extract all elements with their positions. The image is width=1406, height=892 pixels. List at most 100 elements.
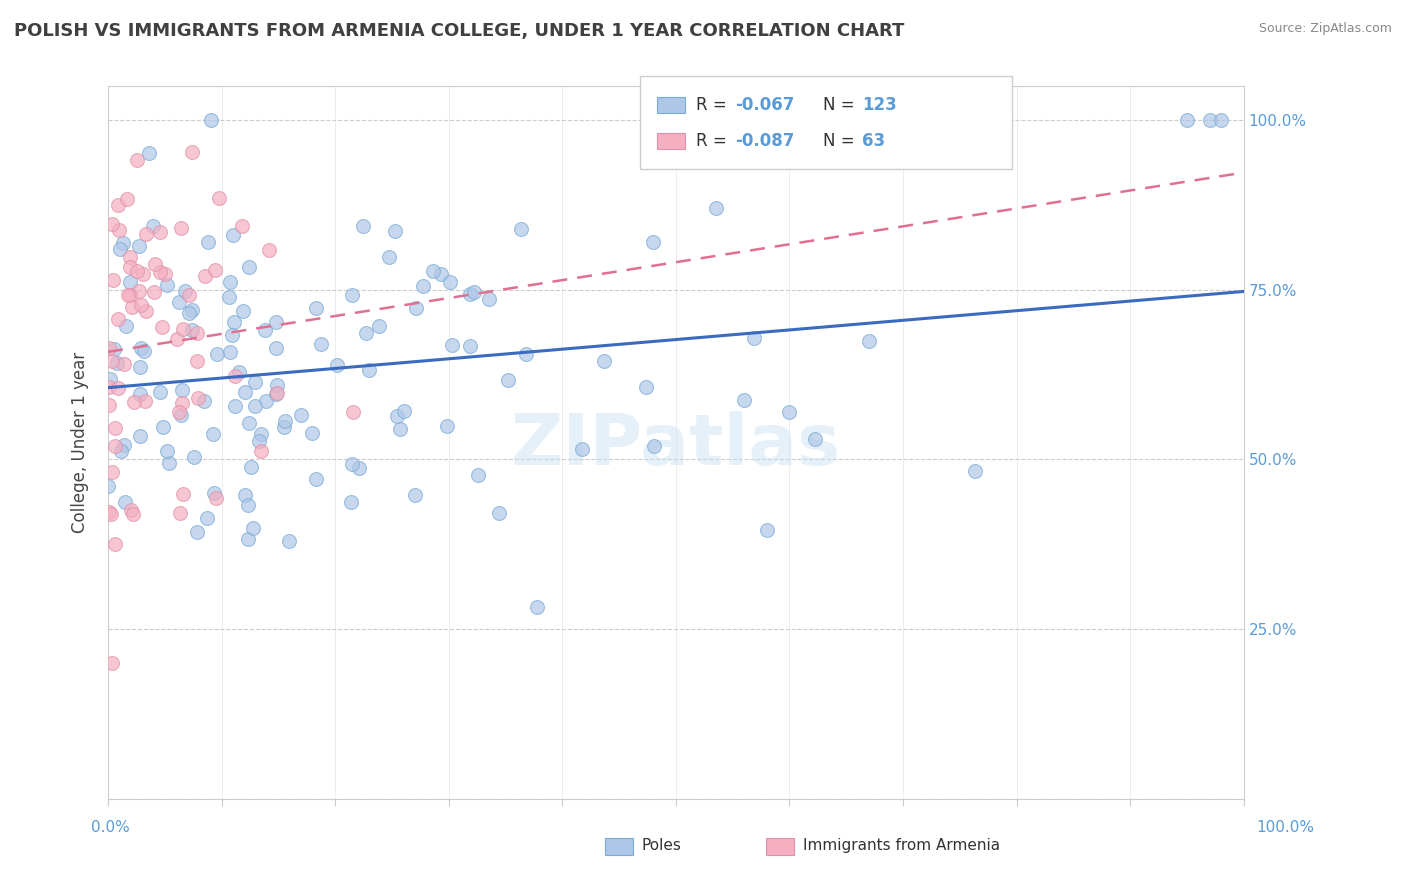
Point — [169, 506, 191, 520]
Point — [156, 443, 179, 458]
Point — [240, 459, 263, 474]
Point — [357, 362, 380, 376]
Text: 100.0%: 100.0% — [1257, 821, 1315, 835]
Point — [135, 304, 157, 318]
Point — [129, 298, 152, 312]
Point — [100, 507, 122, 521]
Point — [412, 279, 434, 293]
Point — [756, 523, 779, 537]
Point — [1175, 113, 1198, 128]
Point — [243, 375, 266, 389]
Text: N =: N = — [823, 132, 859, 150]
Point — [204, 262, 226, 277]
Point — [301, 425, 323, 440]
Point — [129, 428, 152, 442]
Point — [305, 471, 328, 485]
Point — [186, 326, 208, 340]
Point — [197, 235, 219, 250]
Point — [118, 288, 141, 302]
Point — [97, 479, 120, 493]
Point — [467, 468, 489, 483]
Point — [347, 460, 370, 475]
Point — [183, 450, 205, 464]
Point — [101, 217, 124, 231]
Point — [254, 323, 277, 337]
Point — [207, 191, 229, 205]
Point — [250, 443, 273, 458]
Point — [340, 494, 363, 508]
Point — [228, 365, 250, 379]
Point — [309, 337, 332, 351]
Point — [170, 384, 193, 398]
Point — [107, 198, 129, 212]
Point — [127, 153, 149, 168]
Point — [149, 384, 172, 399]
Point — [221, 228, 243, 243]
Point — [515, 347, 537, 361]
Point — [356, 326, 378, 340]
Point — [238, 260, 260, 275]
Point — [112, 358, 135, 372]
Point — [224, 315, 246, 329]
Text: 63: 63 — [862, 132, 884, 150]
Point — [172, 322, 194, 336]
Point — [342, 287, 364, 301]
Point — [238, 416, 260, 430]
Point — [245, 399, 267, 413]
Point — [405, 301, 427, 316]
Point — [112, 438, 135, 452]
Point — [1198, 113, 1220, 128]
Point — [121, 300, 143, 314]
Point — [186, 525, 208, 540]
Text: -0.087: -0.087 — [735, 132, 794, 150]
Point — [436, 418, 458, 433]
Point — [488, 506, 510, 520]
Point — [98, 341, 121, 355]
Point — [142, 285, 165, 299]
Point — [202, 427, 225, 442]
Point — [129, 387, 152, 401]
Point — [132, 267, 155, 281]
Point — [231, 219, 253, 234]
Point — [250, 427, 273, 442]
Point — [172, 487, 194, 501]
Point — [858, 334, 880, 349]
Point — [142, 219, 165, 233]
Point — [180, 322, 202, 336]
Point — [641, 235, 664, 250]
Point — [149, 265, 172, 279]
Point — [526, 599, 548, 614]
Point — [150, 319, 173, 334]
Point — [510, 222, 533, 236]
Point — [254, 394, 277, 409]
Point — [422, 264, 444, 278]
Point — [224, 399, 246, 413]
Point — [166, 332, 188, 346]
Point — [107, 312, 129, 326]
Point — [342, 457, 364, 471]
Text: R =: R = — [696, 96, 733, 114]
Point — [98, 398, 121, 412]
Point — [128, 285, 150, 299]
Point — [104, 421, 127, 435]
Point — [742, 330, 765, 344]
Y-axis label: College, Under 1 year: College, Under 1 year — [72, 352, 89, 533]
Point — [103, 537, 125, 551]
Point — [264, 315, 287, 329]
Point — [131, 341, 153, 355]
Point — [195, 510, 218, 524]
Point — [643, 439, 665, 453]
Point — [224, 368, 246, 383]
Point — [101, 465, 124, 479]
Point — [367, 319, 389, 334]
Text: POLISH VS IMMIGRANTS FROM ARMENIA COLLEGE, UNDER 1 YEAR CORRELATION CHART: POLISH VS IMMIGRANTS FROM ARMENIA COLLEG… — [14, 22, 904, 40]
Text: Immigrants from Armenia: Immigrants from Armenia — [803, 838, 1000, 853]
Point — [458, 339, 481, 353]
Point — [238, 498, 260, 512]
Point — [177, 288, 200, 302]
Point — [259, 243, 281, 257]
Point — [392, 404, 415, 418]
Point — [98, 372, 121, 386]
Point — [478, 292, 501, 306]
Point — [153, 268, 176, 282]
